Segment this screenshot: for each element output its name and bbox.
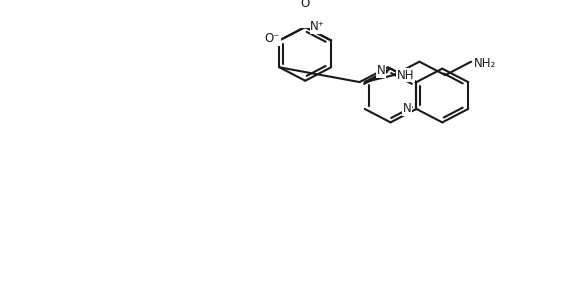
Text: N: N bbox=[403, 102, 411, 115]
Text: NH₂: NH₂ bbox=[474, 57, 497, 70]
Text: O⁻: O⁻ bbox=[265, 32, 280, 45]
Text: NH: NH bbox=[397, 69, 414, 82]
Text: N: N bbox=[377, 64, 386, 77]
Text: N⁺: N⁺ bbox=[310, 21, 325, 34]
Text: O: O bbox=[301, 0, 310, 10]
